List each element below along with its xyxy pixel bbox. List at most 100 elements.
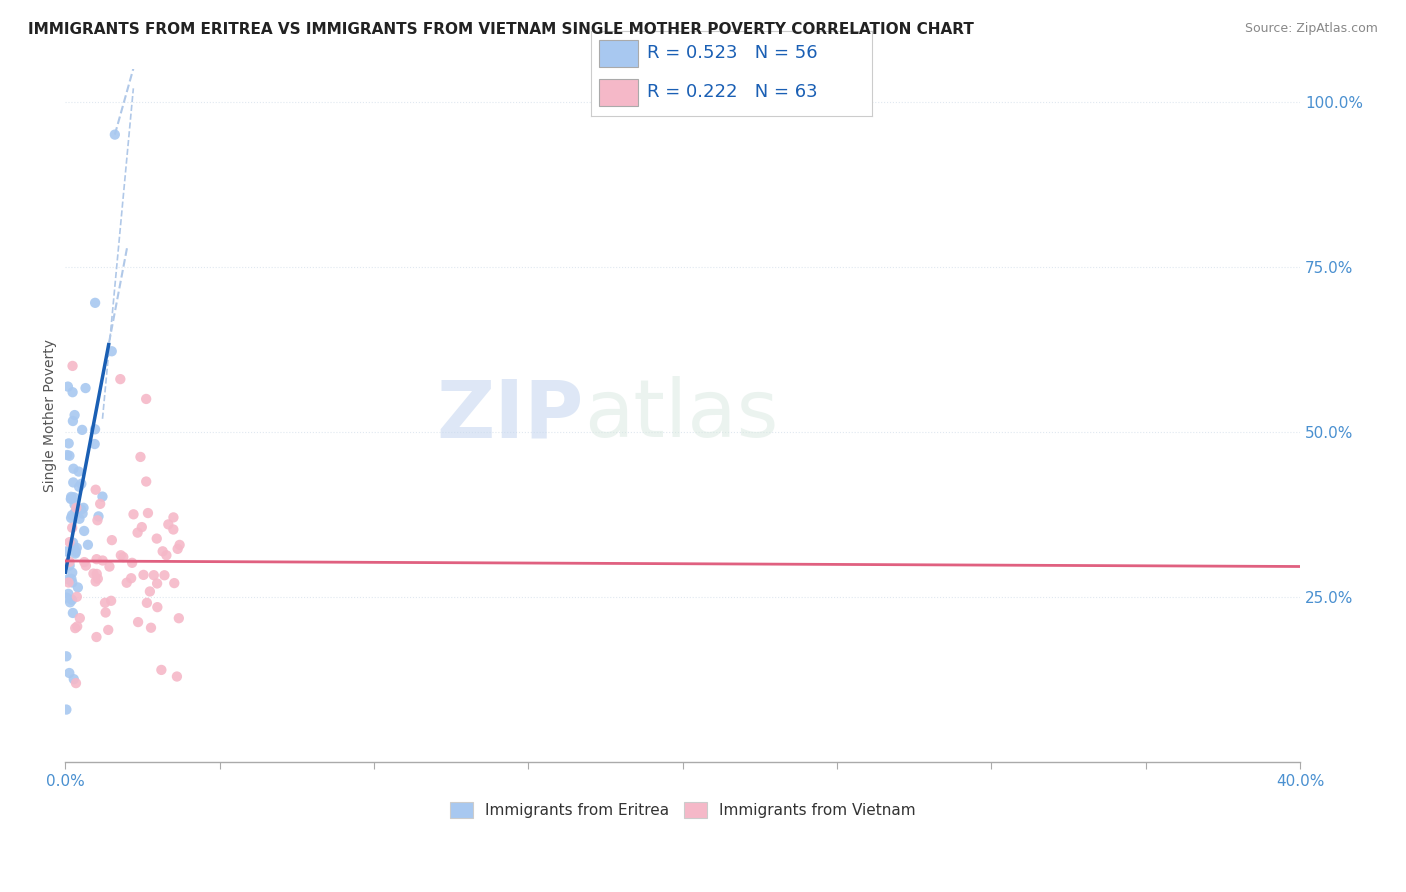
Point [97, 623, 120, 637]
Point [60, 566, 83, 580]
Point [55, 544, 77, 558]
Point [86, 513, 108, 527]
Point [75, 381, 97, 395]
Text: atlas: atlas [583, 376, 779, 455]
Point [63, 541, 86, 555]
Point [86, 552, 108, 566]
Point [145, 532, 167, 546]
Point [62, 461, 84, 475]
Point [60, 592, 83, 607]
Point [63, 498, 86, 512]
Point [60, 511, 83, 525]
Point [155, 548, 177, 562]
Point [100, 594, 122, 608]
Point [152, 544, 174, 558]
Point [72, 507, 94, 521]
Point [135, 475, 157, 489]
Point [166, 669, 188, 683]
Point [55, 702, 77, 716]
Point [150, 663, 173, 677]
Point [65, 500, 87, 515]
Point [82, 566, 104, 581]
Point [59, 555, 82, 569]
Point [94, 606, 117, 620]
Point [62, 606, 84, 620]
Point [60, 490, 83, 504]
FancyBboxPatch shape [599, 78, 638, 106]
Point [67, 480, 90, 494]
Point [63, 491, 86, 505]
Point [115, 575, 138, 590]
Point [101, 533, 124, 548]
Point [91, 490, 114, 504]
Point [166, 541, 188, 556]
Point [75, 558, 97, 573]
Point [62, 414, 84, 428]
Point [135, 596, 157, 610]
Point [62, 672, 84, 686]
Point [131, 520, 153, 534]
Text: Source: ZipAtlas.com: Source: ZipAtlas.com [1244, 22, 1378, 36]
Point [87, 572, 110, 586]
Point [59, 558, 82, 573]
Point [142, 568, 165, 582]
Point [169, 538, 191, 552]
Point [167, 611, 190, 625]
Point [153, 568, 176, 582]
Point [63, 505, 86, 519]
Point [100, 344, 122, 359]
Text: R = 0.523   N = 56: R = 0.523 N = 56 [647, 45, 817, 62]
Point [62, 359, 84, 373]
Point [58, 436, 80, 450]
Point [120, 571, 142, 585]
Point [121, 556, 143, 570]
Point [70, 502, 93, 516]
Point [70, 423, 93, 437]
Point [70, 476, 93, 491]
Point [129, 450, 152, 464]
Point [58, 665, 80, 680]
Point [60, 521, 83, 535]
Point [146, 600, 169, 615]
Legend: Immigrants from Eritrea, Immigrants from Vietnam: Immigrants from Eritrea, Immigrants from… [443, 796, 922, 824]
Point [73, 524, 96, 538]
Point [86, 566, 108, 581]
Point [135, 392, 157, 406]
Point [132, 568, 155, 582]
Point [139, 621, 162, 635]
Point [55, 649, 77, 664]
Point [110, 548, 132, 562]
Point [139, 584, 162, 599]
Point [84, 574, 107, 589]
Point [58, 449, 80, 463]
Point [163, 576, 186, 591]
Point [84, 483, 107, 497]
Point [162, 523, 184, 537]
Point [60, 508, 83, 523]
Point [86, 630, 108, 644]
Point [56, 379, 79, 393]
Point [55, 591, 77, 605]
Point [69, 512, 91, 526]
Point [66, 581, 89, 595]
Point [84, 295, 107, 310]
Point [127, 525, 149, 540]
Point [89, 497, 111, 511]
Y-axis label: Single Mother Poverty: Single Mother Poverty [44, 339, 58, 492]
Point [94, 596, 117, 610]
Point [58, 573, 80, 587]
Point [59, 491, 82, 506]
Point [83, 437, 105, 451]
Point [162, 510, 184, 524]
Point [69, 611, 91, 625]
Point [58, 575, 80, 590]
Point [66, 619, 89, 633]
Point [60, 575, 83, 590]
Point [84, 422, 107, 436]
Point [112, 550, 135, 565]
FancyBboxPatch shape [599, 40, 638, 67]
Point [127, 615, 149, 629]
Point [66, 590, 89, 604]
Point [58, 535, 80, 549]
Point [63, 408, 86, 422]
